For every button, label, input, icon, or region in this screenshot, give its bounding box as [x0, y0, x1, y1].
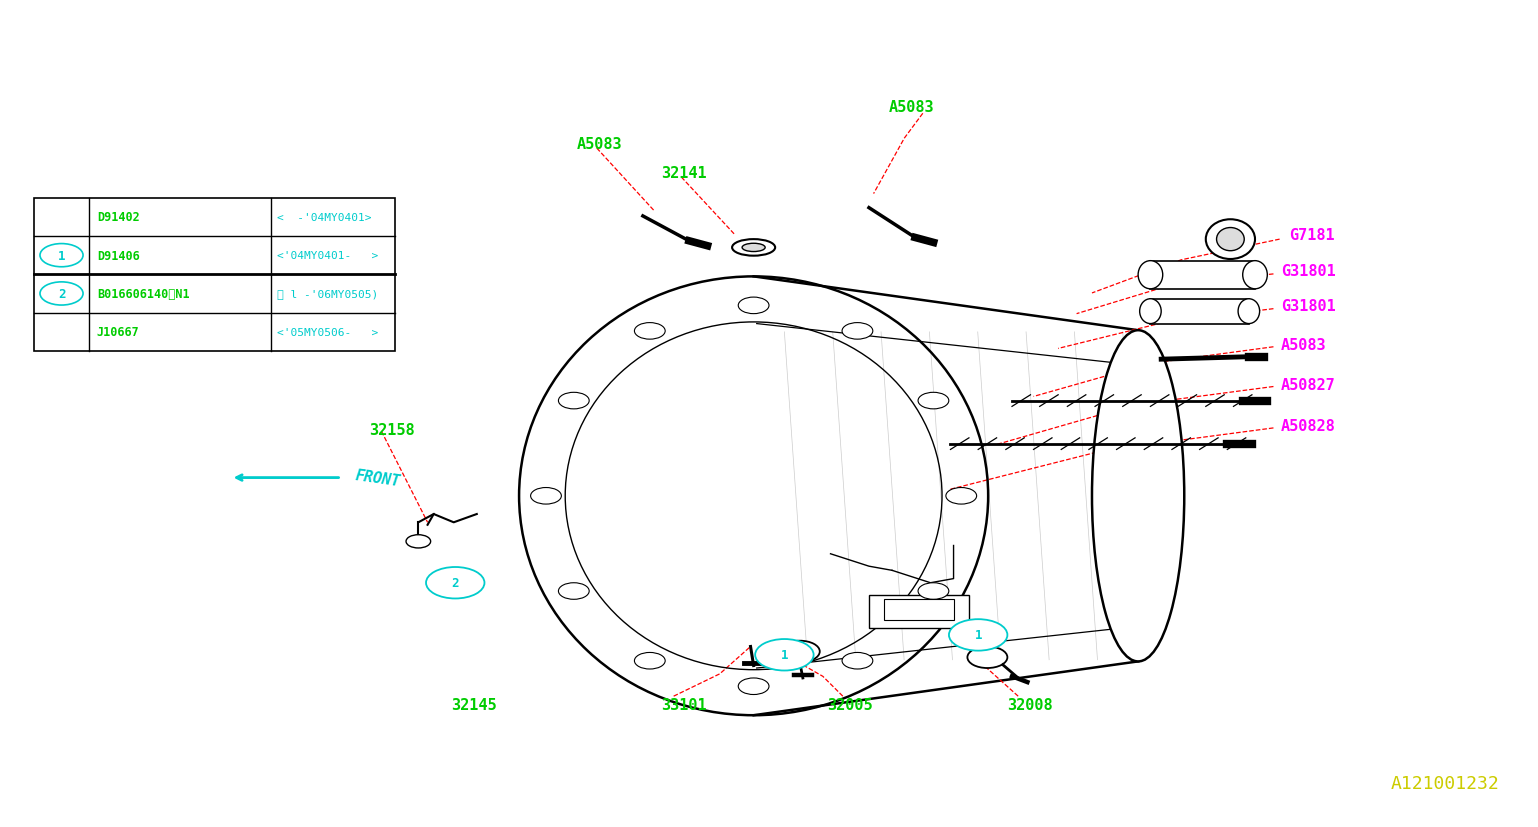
- Circle shape: [918, 583, 949, 600]
- Circle shape: [634, 653, 664, 669]
- Text: A121001232: A121001232: [1390, 774, 1500, 792]
- Circle shape: [531, 488, 561, 504]
- Text: 32005: 32005: [827, 697, 874, 712]
- Text: G7181: G7181: [1289, 228, 1335, 243]
- Text: J10667: J10667: [97, 326, 140, 339]
- Ellipse shape: [1092, 331, 1184, 662]
- Circle shape: [634, 323, 664, 340]
- Text: A5083: A5083: [1281, 337, 1327, 352]
- Text: FRONT: FRONT: [354, 467, 401, 489]
- Ellipse shape: [1238, 299, 1260, 324]
- Text: A50828: A50828: [1281, 418, 1337, 433]
- Text: 32145: 32145: [451, 697, 497, 712]
- Circle shape: [843, 323, 874, 340]
- Circle shape: [426, 567, 484, 599]
- Ellipse shape: [1138, 261, 1163, 289]
- Ellipse shape: [1243, 261, 1267, 289]
- Bar: [869, 595, 969, 629]
- Circle shape: [558, 583, 589, 600]
- Circle shape: [755, 639, 814, 671]
- Text: 2: 2: [58, 288, 65, 300]
- Text: 32008: 32008: [1007, 697, 1054, 712]
- Text: <'04MY0401-   >: <'04MY0401- >: [277, 251, 378, 261]
- Circle shape: [738, 298, 769, 314]
- Text: 1: 1: [58, 250, 65, 262]
- Text: G31801: G31801: [1281, 264, 1337, 279]
- Text: <'05MY0506-   >: <'05MY0506- >: [277, 327, 378, 337]
- Text: 2: 2: [452, 576, 458, 590]
- Circle shape: [40, 283, 83, 306]
- Text: D91406: D91406: [97, 250, 140, 262]
- Circle shape: [841, 653, 872, 669]
- Circle shape: [780, 641, 820, 662]
- Ellipse shape: [1140, 299, 1161, 324]
- Text: ヺ l -'06MY0505): ヺ l -'06MY0505): [277, 289, 378, 299]
- Text: 1: 1: [975, 629, 981, 642]
- Text: B016606140ヺN1: B016606140ヺN1: [97, 288, 189, 300]
- Bar: [884, 600, 954, 620]
- Bar: [1150, 261, 1255, 289]
- Bar: [1150, 299, 1249, 324]
- Ellipse shape: [1206, 220, 1255, 260]
- Circle shape: [558, 393, 589, 409]
- Text: G31801: G31801: [1281, 299, 1337, 313]
- Ellipse shape: [732, 240, 775, 256]
- Bar: [34, 198, 395, 351]
- Circle shape: [406, 535, 431, 548]
- Circle shape: [949, 619, 1007, 651]
- Circle shape: [946, 488, 977, 504]
- Text: A5083: A5083: [889, 100, 935, 115]
- Text: A5083: A5083: [577, 137, 623, 152]
- Text: 32158: 32158: [369, 423, 415, 437]
- Ellipse shape: [1217, 228, 1244, 251]
- Text: <  -'04MY0401>: < -'04MY0401>: [277, 213, 371, 222]
- Circle shape: [967, 647, 1007, 668]
- Circle shape: [738, 678, 769, 695]
- Ellipse shape: [743, 244, 766, 252]
- Circle shape: [40, 244, 83, 267]
- Text: A50827: A50827: [1281, 377, 1337, 392]
- Text: 1: 1: [781, 648, 787, 662]
- Circle shape: [918, 393, 949, 409]
- Text: D91402: D91402: [97, 211, 140, 224]
- Text: 33101: 33101: [661, 697, 707, 712]
- Text: 32141: 32141: [661, 166, 707, 181]
